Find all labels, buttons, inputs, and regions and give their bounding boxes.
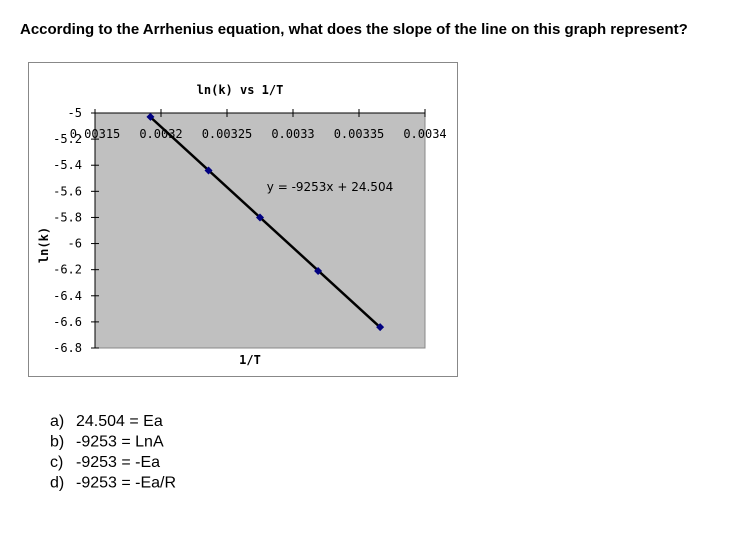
- point: [376, 323, 385, 332]
- chart-title: ln(k) vs 1/T: [197, 83, 284, 97]
- plot-area: [94, 112, 426, 349]
- option-text: -9253 = -Ea: [76, 454, 160, 471]
- point: [204, 166, 213, 175]
- option-text: 24.504 = Ea: [76, 413, 163, 430]
- trendline-label: y = -9253x + 24.504: [267, 180, 393, 194]
- x-tick-label: 0.0032: [139, 127, 182, 141]
- y-axis-label: ln(k): [37, 227, 51, 263]
- plot: -5 -5.2 -5.4 -5.6 -5.8 -6 -6.2 -6.4 -6.6 -6.8 0.00…: [53, 106, 447, 355]
- x-tick-label: 0.00315: [70, 127, 121, 141]
- point: [256, 213, 264, 222]
- option-letter: a): [50, 413, 64, 430]
- options: a) 24.504 = Ea b) -9253 = LnA c) -9253 = -Ea d…: [50, 413, 176, 492]
- y-tick-label: -6.6: [53, 315, 82, 329]
- question: According to the Arrhenius equation, wha…: [20, 21, 688, 38]
- y-tick-label: -6.8: [53, 341, 82, 355]
- x-tick-label: 0.0034: [403, 127, 446, 141]
- x-tick-label: 0.0033: [271, 127, 314, 141]
- option-letter: d): [50, 475, 64, 492]
- point: [314, 266, 323, 275]
- option-text: -9253 = -Ea/R: [76, 475, 176, 492]
- y-tick-label: -6: [68, 237, 82, 251]
- option-letter: b): [50, 434, 64, 451]
- y-tick-label: -5.6: [53, 184, 82, 198]
- x-tick-label: 0.00325: [202, 127, 253, 141]
- x-axis-label: 1/T: [239, 353, 261, 367]
- option-text: -9253 = LnA: [76, 434, 164, 451]
- point: [146, 112, 155, 121]
- y-tick-label: -6.4: [53, 289, 82, 303]
- x-tick-label: 0.00335: [334, 127, 385, 141]
- y-tick-label: -5.4: [53, 158, 82, 172]
- option-letter: c): [50, 454, 63, 471]
- y-tick-label: -6.2: [53, 263, 82, 277]
- trendline: [149, 116, 381, 329]
- y-tick-label: -5.8: [53, 210, 82, 224]
- y-tick-label: -5: [68, 106, 82, 120]
- y-tick-label: -5.2: [53, 132, 82, 146]
